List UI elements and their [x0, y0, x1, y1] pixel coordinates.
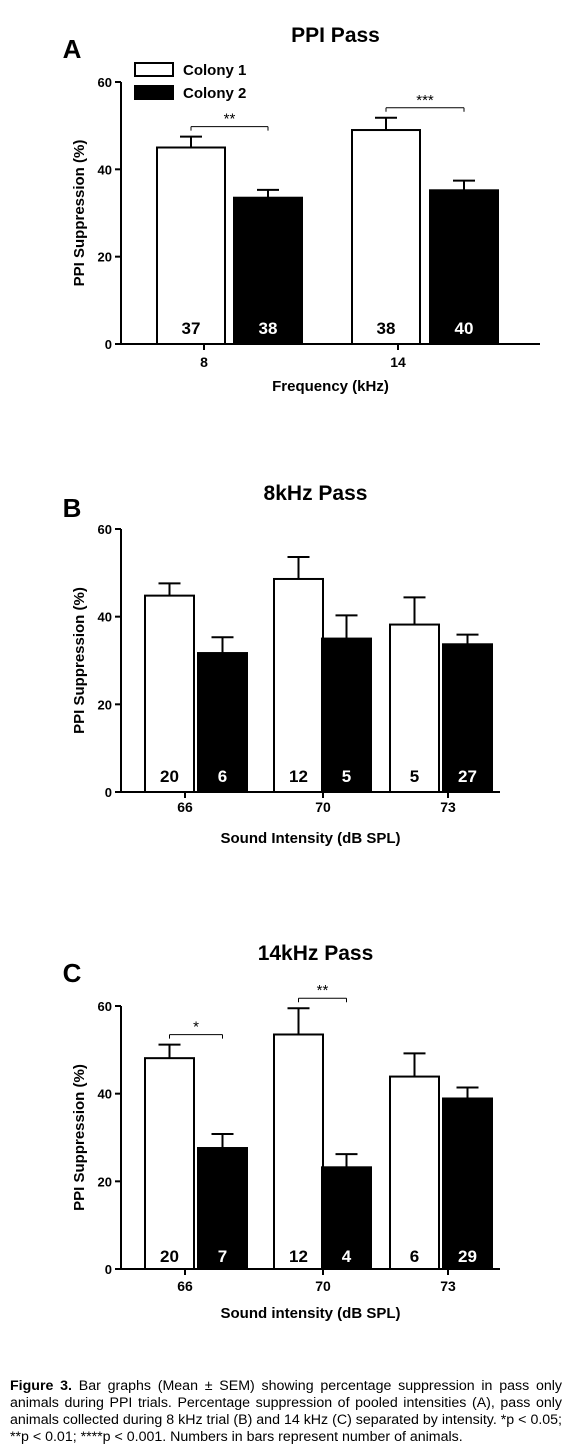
panel-letter: B	[63, 493, 82, 523]
bar-colony-1	[144, 594, 195, 793]
bar-n-label: 20	[160, 1247, 179, 1266]
caption-text: Bar graphs (Mean ± SEM) showing percenta…	[10, 1378, 562, 1445]
bar-n-label: 38	[259, 319, 278, 338]
y-axis-label: PPI Suppression (%)	[71, 587, 88, 734]
bar-colony-2	[442, 643, 493, 794]
bar-colony-1	[273, 577, 324, 793]
y-axis-label: PPI Suppression (%)	[71, 140, 88, 287]
x-tick-label: 73	[440, 1278, 456, 1294]
significance-label: **	[317, 982, 329, 999]
bar-n-label: 4	[342, 1247, 352, 1266]
panel-letter: C	[63, 958, 82, 988]
legend-swatch-colony-2	[134, 85, 174, 100]
y-tick-label: 40	[98, 1087, 112, 1102]
x-axis-label: Sound intensity (dB SPL)	[221, 1305, 401, 1322]
y-axis-label: PPI Suppression (%)	[71, 1064, 88, 1211]
caption-label: Figure 3.	[10, 1378, 72, 1394]
bar-n-label: 12	[289, 1247, 308, 1266]
legend: Colony 1 Colony 2	[134, 62, 246, 102]
significance-label: ***	[416, 92, 434, 109]
x-tick-label: 70	[315, 1278, 331, 1294]
y-tick-label: 60	[98, 522, 112, 537]
x-tick-label: 66	[177, 1278, 193, 1294]
bar-colony-2	[197, 652, 248, 793]
bar-n-label: 6	[218, 767, 227, 786]
y-tick-label: 20	[98, 697, 112, 712]
bar-n-label: 5	[410, 767, 419, 786]
y-tick-label: 0	[105, 785, 112, 800]
bar-n-label: 27	[458, 767, 477, 786]
chart-title: 14kHz Pass	[258, 942, 374, 965]
chart-panel-a: A PPI Pass 0 20 40 60 PPI Suppression (%) Frequ…	[63, 24, 540, 395]
figure-caption: Figure 3. Bar graphs (Mean ± SEM) showin…	[10, 1378, 562, 1446]
bar-colony-1	[273, 1033, 324, 1271]
chart-title: 8kHz Pass	[264, 482, 368, 505]
bar-colony-1	[389, 1075, 440, 1270]
bar-n-label: 20	[160, 767, 179, 786]
x-tick-label: 66	[177, 799, 193, 815]
bar-colony-1	[144, 1057, 195, 1270]
bar-n-label: 6	[410, 1247, 419, 1266]
bar-colony-2	[321, 1166, 372, 1270]
x-axis-label: Frequency (kHz)	[272, 378, 389, 395]
y-tick-label: 40	[98, 162, 112, 177]
x-axis-label: Sound Intensity (dB SPL)	[221, 830, 401, 847]
y-tick-label: 20	[98, 1174, 112, 1189]
x-tick-label: 73	[440, 799, 456, 815]
bar-colony-2	[429, 189, 499, 345]
bar-n-label: 29	[458, 1247, 477, 1266]
bar-n-label: 38	[377, 319, 396, 338]
y-tick-label: 20	[98, 250, 112, 265]
significance-label: *	[193, 1019, 199, 1036]
bar-colony-2	[233, 196, 303, 345]
chart-title: PPI Pass	[291, 24, 380, 47]
bar-colony-1	[156, 146, 226, 345]
bar-colony-2	[442, 1097, 493, 1270]
chart-panel-c: C 14kHz Pass 0 20 40 60 PPI Suppression (%) Sou…	[63, 942, 500, 1322]
x-tick-label: 14	[390, 354, 406, 370]
bar-n-label: 40	[455, 319, 474, 338]
y-tick-label: 0	[105, 337, 112, 352]
bar-colony-2	[321, 637, 372, 793]
x-tick-label: 70	[315, 799, 331, 815]
bar-n-label: 5	[342, 767, 351, 786]
panel-letter: A	[63, 34, 82, 64]
x-tick-label: 8	[200, 354, 208, 370]
y-tick-label: 60	[98, 999, 112, 1014]
bar-n-label: 37	[182, 319, 201, 338]
y-tick-label: 40	[98, 610, 112, 625]
legend-label-colony-1: Colony 1	[183, 62, 246, 79]
legend-swatch-colony-1	[134, 62, 174, 77]
y-tick-label: 60	[98, 75, 112, 90]
bar-n-label: 12	[289, 767, 308, 786]
significance-label: **	[224, 111, 236, 128]
y-tick-label: 0	[105, 1262, 112, 1277]
bar-n-label: 7	[218, 1247, 227, 1266]
chart-panel-b: B 8kHz Pass 0 20 40 60 PPI Suppression (%) Soun…	[63, 482, 500, 847]
legend-label-colony-2: Colony 2	[183, 85, 246, 102]
bar-colony-2	[197, 1147, 248, 1271]
bar-colony-1	[351, 129, 421, 345]
